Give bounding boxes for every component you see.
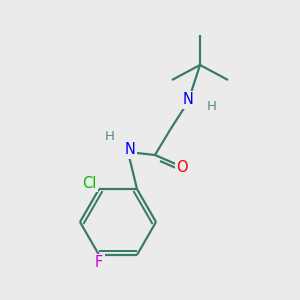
Text: O: O <box>176 160 188 175</box>
Text: Cl: Cl <box>82 176 96 190</box>
Text: F: F <box>95 255 103 270</box>
Text: H: H <box>207 100 217 113</box>
Text: N: N <box>124 142 135 158</box>
Text: H: H <box>105 130 115 143</box>
Text: N: N <box>183 92 194 107</box>
